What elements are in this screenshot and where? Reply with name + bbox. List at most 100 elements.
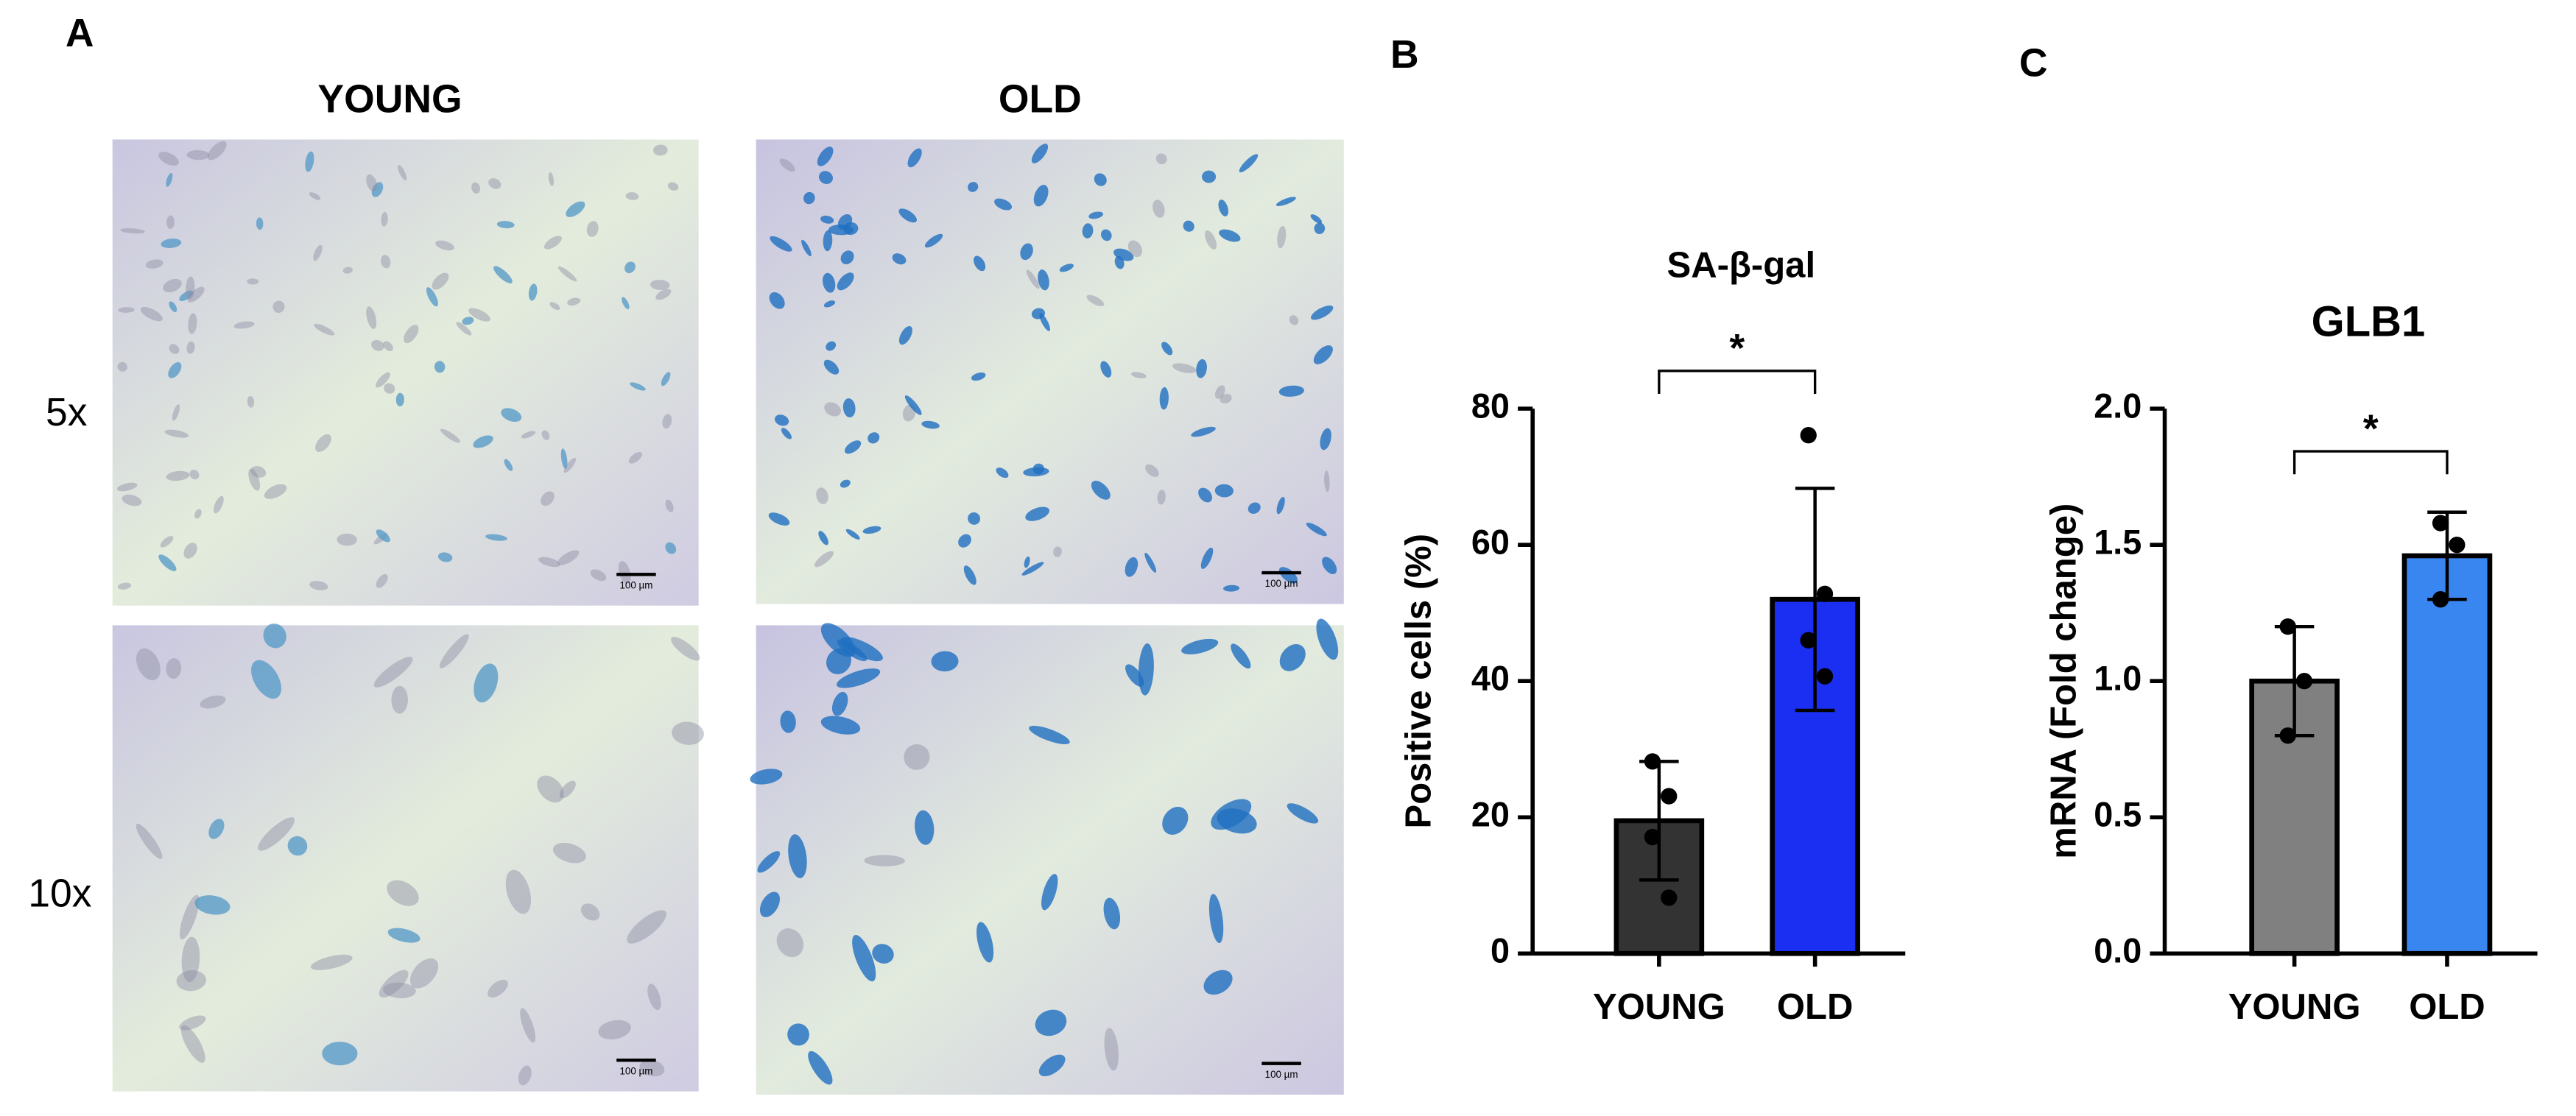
cell: [840, 250, 854, 265]
cell: [566, 201, 585, 217]
cell: [485, 534, 507, 541]
cell: [1024, 556, 1030, 568]
cell: [161, 239, 182, 248]
cell: [1127, 240, 1143, 258]
cell: [496, 221, 515, 229]
cell: [166, 173, 173, 187]
cell: [823, 272, 836, 293]
cell: [160, 536, 174, 548]
cell: [169, 344, 180, 354]
cell: [1088, 211, 1103, 219]
chart-title: SA-β-gal: [1667, 245, 1816, 285]
x-tick-label: OLD: [1777, 987, 1854, 1027]
cell: [840, 637, 883, 662]
cell: [1053, 546, 1062, 557]
micrographs: 100 µm 100 µm 100 µm 100 µm: [112, 139, 1344, 1095]
cell: [1157, 490, 1166, 505]
x-tick-label: YOUNG: [1593, 987, 1725, 1027]
cell: [1183, 220, 1194, 232]
cell: [845, 529, 860, 540]
cell: [750, 769, 783, 785]
cell: [1152, 199, 1165, 218]
data-point: [2279, 727, 2296, 744]
cell: [1196, 359, 1207, 378]
cell: [971, 372, 986, 381]
cell: [808, 1050, 833, 1085]
cell: [820, 215, 834, 224]
cell: [172, 404, 180, 421]
cell: [309, 581, 328, 590]
cell: [117, 582, 132, 590]
cell: [169, 301, 177, 313]
data-point: [2432, 515, 2449, 531]
cell: [1277, 225, 1287, 249]
cell: [549, 302, 560, 311]
cell: [391, 685, 408, 714]
micrograph: [756, 139, 1344, 604]
cell: [186, 276, 195, 300]
cell: [781, 428, 792, 439]
cell: [973, 255, 986, 272]
cell: [1032, 463, 1044, 475]
cell: [904, 395, 922, 415]
cell: [342, 266, 353, 274]
cell: [541, 430, 550, 440]
cell: [823, 230, 833, 252]
cell: [647, 983, 661, 1011]
cell: [440, 428, 461, 443]
cell: [818, 171, 833, 184]
cell: [366, 306, 377, 329]
cell: [188, 313, 197, 334]
cell: [471, 182, 480, 194]
cell: [315, 434, 331, 453]
cell: [639, 1059, 665, 1077]
cell: [842, 398, 856, 418]
cell: [1200, 547, 1214, 569]
cell: [116, 482, 138, 492]
cell: [769, 292, 785, 309]
cell: [1026, 269, 1040, 289]
cell: [1208, 894, 1224, 944]
cell: [1214, 484, 1234, 498]
cell: [661, 372, 671, 386]
cell: [814, 551, 834, 568]
cell: [1205, 230, 1217, 250]
cell: [892, 253, 907, 265]
cell: [872, 944, 894, 964]
cell: [931, 651, 959, 672]
cell: [505, 869, 532, 914]
cell: [387, 928, 420, 943]
cell: [379, 970, 409, 998]
cell: [1314, 222, 1326, 235]
cell: [118, 307, 135, 313]
panel-label: A: [66, 12, 94, 55]
y-tick-label: 2.0: [2094, 386, 2142, 425]
cell: [586, 221, 599, 237]
cell: [180, 1025, 205, 1063]
y-tick-label: 0.0: [2094, 932, 2142, 970]
cell: [1104, 1028, 1119, 1071]
y-tick-label: 0: [1491, 932, 1510, 970]
cell: [968, 182, 979, 192]
cell: [520, 1008, 536, 1043]
cell: [963, 565, 976, 585]
cell: [373, 657, 413, 688]
cell: [435, 240, 454, 251]
cell: [1276, 497, 1285, 515]
cell: [537, 775, 564, 803]
cell: [314, 323, 335, 336]
cell: [251, 660, 282, 699]
cell: [371, 339, 384, 351]
cell: [166, 215, 175, 229]
cell: [627, 910, 667, 944]
cell: [256, 217, 264, 230]
cell: [398, 164, 407, 180]
cell: [553, 842, 586, 864]
cell: [845, 440, 862, 454]
cell: [258, 817, 295, 851]
cell: [1289, 315, 1299, 325]
y-tick-label: 20: [1471, 796, 1510, 834]
cell: [541, 491, 555, 506]
cell: [770, 236, 792, 252]
micrograph: [112, 625, 699, 1092]
